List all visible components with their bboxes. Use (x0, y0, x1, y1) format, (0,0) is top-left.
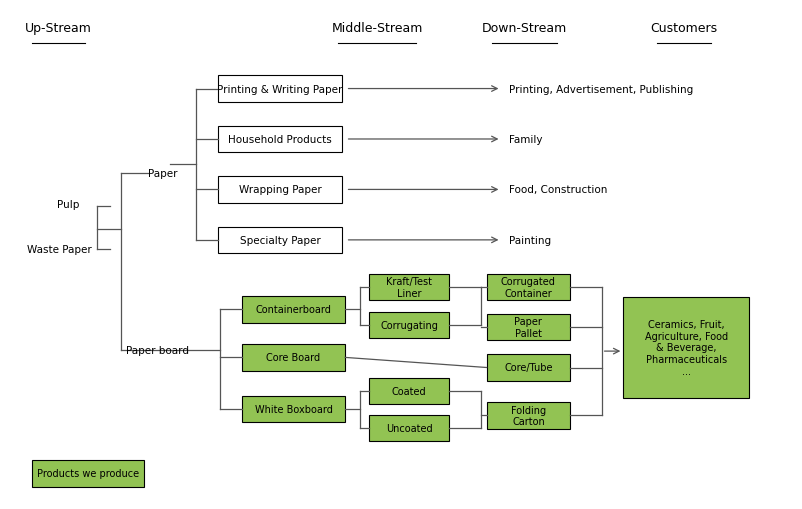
FancyBboxPatch shape (369, 274, 449, 300)
FancyBboxPatch shape (487, 274, 570, 300)
Text: Printing, Advertisement, Publishing: Printing, Advertisement, Publishing (508, 84, 693, 94)
Text: Up-Stream: Up-Stream (25, 21, 92, 35)
FancyBboxPatch shape (241, 396, 345, 422)
FancyBboxPatch shape (32, 461, 144, 487)
Text: White Boxboard: White Boxboard (254, 404, 332, 414)
Text: Waste Paper: Waste Paper (26, 244, 91, 254)
Text: Core/Tube: Core/Tube (504, 363, 553, 373)
Text: Products we produce: Products we produce (37, 468, 139, 478)
Text: Core Board: Core Board (266, 353, 321, 363)
FancyBboxPatch shape (369, 378, 449, 405)
FancyBboxPatch shape (487, 403, 570, 429)
FancyBboxPatch shape (369, 312, 449, 338)
Text: Middle-Stream: Middle-Stream (331, 21, 423, 35)
Text: Specialty Paper: Specialty Paper (240, 236, 320, 245)
FancyBboxPatch shape (241, 345, 345, 371)
Text: Coated: Coated (391, 386, 427, 397)
Text: Household Products: Household Products (228, 135, 332, 145)
Text: Folding
Carton: Folding Carton (511, 405, 546, 427)
Text: Corrugating: Corrugating (380, 320, 438, 330)
FancyBboxPatch shape (487, 315, 570, 341)
Text: Kraft/Test
Liner: Kraft/Test Liner (386, 276, 432, 298)
Text: Ceramics, Fruit,
Agriculture, Food
& Beverage,
Pharmaceuticals
...: Ceramics, Fruit, Agriculture, Food & Bev… (645, 320, 727, 376)
FancyBboxPatch shape (487, 355, 570, 381)
Text: Paper: Paper (148, 169, 177, 179)
Text: Painting: Painting (508, 236, 551, 245)
Text: Down-Stream: Down-Stream (482, 21, 567, 35)
FancyBboxPatch shape (218, 127, 342, 153)
FancyBboxPatch shape (241, 297, 345, 323)
FancyBboxPatch shape (218, 177, 342, 203)
Text: Pulp: Pulp (57, 199, 79, 209)
Text: Printing & Writing Paper: Printing & Writing Paper (217, 84, 342, 94)
Text: Wrapping Paper: Wrapping Paper (238, 185, 322, 195)
Text: Containerboard: Containerboard (256, 305, 331, 315)
Text: Family: Family (508, 135, 542, 145)
Text: Corrugated
Container: Corrugated Container (501, 276, 556, 298)
FancyBboxPatch shape (218, 76, 342, 102)
FancyBboxPatch shape (369, 415, 449, 441)
FancyBboxPatch shape (623, 297, 749, 398)
Text: Uncoated: Uncoated (386, 423, 432, 433)
Text: Paper board: Paper board (126, 345, 189, 355)
Text: Paper
Pallet: Paper Pallet (515, 317, 542, 338)
Text: Customers: Customers (650, 21, 717, 35)
Text: Food, Construction: Food, Construction (508, 185, 607, 195)
FancyBboxPatch shape (218, 228, 342, 253)
